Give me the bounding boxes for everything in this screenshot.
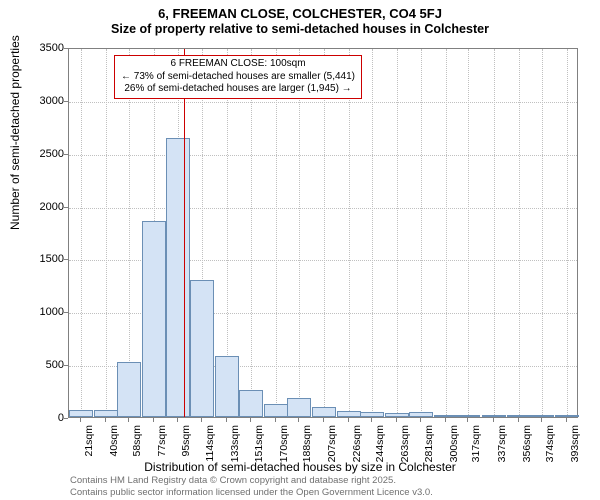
annotation-line3: 26% of semi-detached houses are larger (…: [121, 83, 355, 96]
bar: [264, 404, 288, 417]
bar: [409, 412, 433, 417]
grid-v: [567, 49, 568, 417]
y-tick-label: 3500: [24, 42, 64, 54]
x-tick-mark: [518, 418, 519, 422]
bar: [360, 412, 384, 417]
bar: [287, 398, 311, 417]
bar: [456, 415, 480, 417]
x-tick-mark: [467, 418, 468, 422]
grid-v: [421, 49, 422, 417]
x-tick-mark: [226, 418, 227, 422]
bar: [337, 411, 361, 417]
grid-v: [81, 49, 82, 417]
grid-v: [397, 49, 398, 417]
x-tick-mark: [566, 418, 567, 422]
grid-v: [446, 49, 447, 417]
grid-v: [494, 49, 495, 417]
attribution-line1: Contains HM Land Registry data © Crown c…: [70, 475, 433, 486]
bar: [507, 415, 531, 417]
grid-h: [69, 155, 577, 156]
annotation-line2: ← 73% of semi-detached houses are smalle…: [121, 71, 355, 84]
y-tick-label: 0: [24, 412, 64, 424]
title-line1: 6, FREEMAN CLOSE, COLCHESTER, CO4 5FJ: [0, 6, 600, 21]
bar: [69, 410, 93, 417]
y-tick-label: 1000: [24, 306, 64, 318]
grid-v: [349, 49, 350, 417]
x-tick-mark: [420, 418, 421, 422]
grid-v: [519, 49, 520, 417]
grid-v: [299, 49, 300, 417]
bar: [94, 410, 118, 417]
grid-v: [324, 49, 325, 417]
bar: [530, 415, 554, 417]
chart-title-block: 6, FREEMAN CLOSE, COLCHESTER, CO4 5FJ Si…: [0, 0, 600, 36]
annotation-line1: 6 FREEMAN CLOSE: 100sqm: [121, 58, 355, 71]
attribution: Contains HM Land Registry data © Crown c…: [70, 475, 433, 498]
y-tick-label: 2500: [24, 148, 64, 160]
attribution-line2: Contains public sector information licen…: [70, 487, 433, 498]
x-tick-mark: [371, 418, 372, 422]
grid-v: [106, 49, 107, 417]
y-tick-label: 500: [24, 359, 64, 371]
bar: [215, 356, 239, 417]
y-tick-label: 1500: [24, 253, 64, 265]
annotation-box: 6 FREEMAN CLOSE: 100sqm ← 73% of semi-de…: [114, 55, 362, 99]
bar: [434, 415, 458, 417]
bar: [117, 362, 141, 417]
bar: [190, 280, 214, 417]
x-tick-mark: [541, 418, 542, 422]
y-axis-label: Number of semi-detached properties: [8, 35, 22, 230]
x-tick-mark: [493, 418, 494, 422]
y-tick-label: 3000: [24, 95, 64, 107]
x-tick-mark: [275, 418, 276, 422]
bar: [166, 138, 190, 417]
x-axis-label: Distribution of semi-detached houses by …: [0, 460, 600, 474]
bar: [142, 221, 166, 417]
bar: [482, 415, 506, 417]
x-tick-mark: [445, 418, 446, 422]
grid-h: [69, 102, 577, 103]
grid-v: [542, 49, 543, 417]
bar: [239, 390, 263, 417]
grid-v: [468, 49, 469, 417]
x-tick-mark: [153, 418, 154, 422]
x-tick-mark: [298, 418, 299, 422]
title-line2: Size of property relative to semi-detach…: [0, 22, 600, 36]
bar: [312, 407, 336, 417]
x-tick-mark: [201, 418, 202, 422]
y-tick-label: 2000: [24, 201, 64, 213]
grid-v: [251, 49, 252, 417]
chart-plot-area: 6 FREEMAN CLOSE: 100sqm ← 73% of semi-de…: [68, 48, 578, 418]
grid-v: [276, 49, 277, 417]
reference-line: [184, 49, 185, 417]
y-tick-mark: [64, 418, 68, 419]
grid-v: [372, 49, 373, 417]
x-tick-mark: [177, 418, 178, 422]
x-tick-mark: [80, 418, 81, 422]
bar: [555, 415, 579, 417]
bar: [385, 413, 409, 417]
x-tick-mark: [105, 418, 106, 422]
x-tick-mark: [250, 418, 251, 422]
x-tick-mark: [128, 418, 129, 422]
x-tick-mark: [348, 418, 349, 422]
x-tick-mark: [323, 418, 324, 422]
grid-h: [69, 208, 577, 209]
x-tick-mark: [396, 418, 397, 422]
